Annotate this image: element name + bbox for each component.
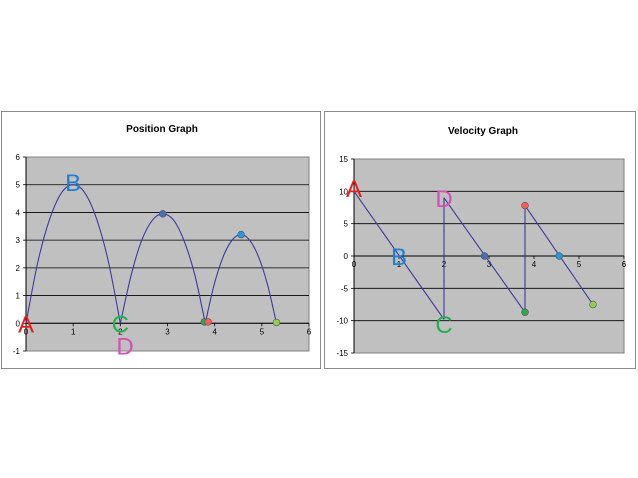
data-point <box>555 252 563 260</box>
x-tick-label: 1 <box>397 260 402 269</box>
annotation-label: B <box>65 170 81 197</box>
data-point <box>589 300 597 309</box>
y-tick-label: 6 <box>16 153 21 162</box>
y-tick-label: 0 <box>344 252 349 261</box>
position-graph-panel: Position Graph 0 1 2 3 4 5 6 -1 0 1 2 3 4 5 6 A B C D <box>1 111 321 369</box>
annotation-label: D <box>435 186 452 213</box>
y-tick-label: 1 <box>16 292 21 301</box>
annotation-label: A <box>18 311 34 338</box>
x-tick-label: 1 <box>71 327 76 336</box>
y-tick-label: -15 <box>336 349 348 358</box>
y-tick-label: -1 <box>13 347 21 356</box>
velocity-graph-panel: Velocity Graph 0 1 2 3 4 5 6 -15 -10 -5 0 5 10 15 A B C D <box>324 111 636 369</box>
y-tick-label: 10 <box>339 187 348 196</box>
x-tick-label: 4 <box>532 260 537 269</box>
chart-title: Velocity Graph <box>448 126 518 137</box>
annotation-label: A <box>346 176 362 203</box>
data-point <box>237 230 245 239</box>
series-line <box>353 191 445 320</box>
chart-title: Position Graph <box>126 124 198 135</box>
y-tick-label: 2 <box>16 264 21 273</box>
y-tick-label: -10 <box>336 317 348 326</box>
x-tick-label: 4 <box>212 327 217 336</box>
y-tick-label: 0 <box>16 319 21 328</box>
annotation-label: D <box>116 333 133 360</box>
y-tick-label: 15 <box>339 155 348 164</box>
y-tick-label: -5 <box>341 284 349 293</box>
data-point <box>480 252 489 260</box>
annotation-label: B <box>391 244 407 271</box>
data-point <box>204 318 212 326</box>
annotation-label: C <box>435 312 452 339</box>
data-point <box>521 308 529 316</box>
annotation-label: C <box>112 311 129 338</box>
plot-area <box>25 156 310 352</box>
x-tick-label: 5 <box>577 260 582 269</box>
x-tick-label: 2 <box>118 327 123 336</box>
data-point <box>521 201 529 210</box>
x-tick-label: 6 <box>307 327 312 336</box>
y-tick-label: 5 <box>344 220 349 229</box>
x-tick-label: 3 <box>487 260 492 269</box>
position-graph-svg: Position Graph 0 1 2 3 4 5 6 -1 0 1 2 3 4 5 6 A B CD <box>13 124 312 360</box>
data-point <box>272 318 281 327</box>
x-tick-label: 6 <box>622 260 627 269</box>
x-tick-label: 0 <box>352 260 357 269</box>
x-tick-label: 3 <box>165 327 170 336</box>
y-tick-label: 5 <box>16 181 21 190</box>
data-point <box>159 210 167 218</box>
series-line <box>25 184 121 324</box>
x-tick-label: 0 <box>24 327 29 336</box>
y-tick-label: 3 <box>16 236 21 245</box>
y-tick-label: 4 <box>16 208 21 217</box>
x-tick-label: 5 <box>260 327 265 336</box>
